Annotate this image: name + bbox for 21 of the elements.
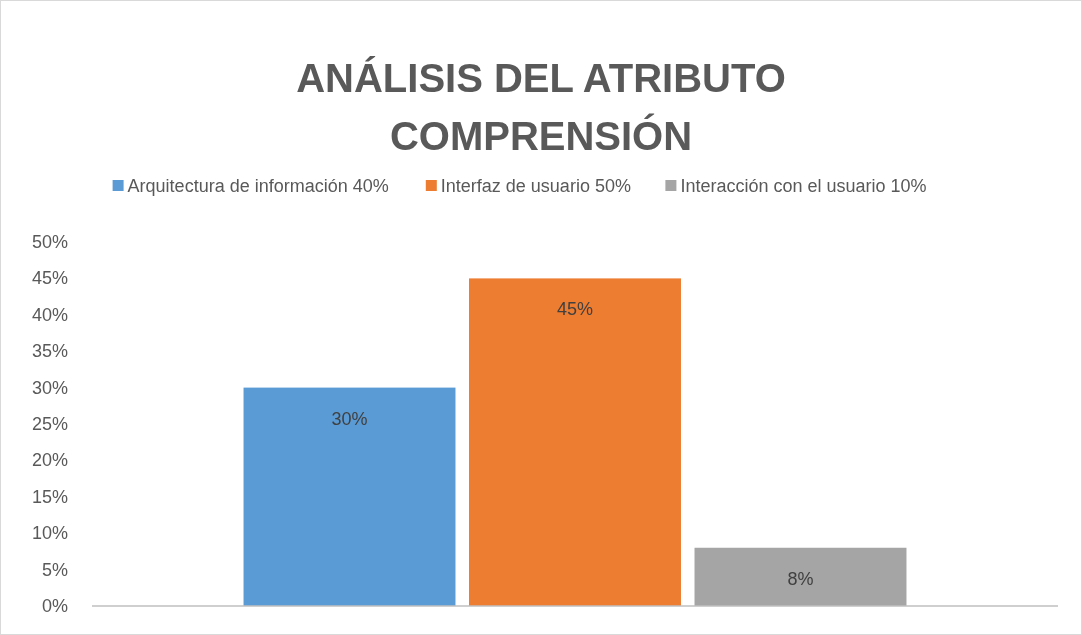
data-label: 8%: [787, 568, 814, 589]
y-tick-label: 35%: [31, 341, 68, 362]
y-tick-label: 40%: [31, 304, 68, 325]
legend-label: Arquitectura de información 40%: [127, 176, 389, 196]
y-tick-label: 5%: [41, 559, 68, 580]
y-tick-label: 20%: [31, 450, 68, 471]
y-tick-label: 0%: [41, 596, 68, 616]
y-tick-label: 30%: [31, 377, 68, 398]
data-label: 45%: [556, 299, 594, 320]
bar: [243, 387, 456, 606]
bar: [469, 278, 681, 606]
y-tick-label: 10%: [31, 523, 68, 544]
y-tick-label: 45%: [31, 268, 68, 289]
bar: [694, 547, 907, 606]
y-tick-label: 15%: [31, 486, 68, 507]
data-label: 30%: [331, 408, 368, 429]
y-tick-label: 25%: [31, 414, 68, 434]
y-tick-label: 50%: [31, 232, 68, 252]
legend-label: Interacción con el usuario 10%: [680, 176, 927, 196]
chart-title: ANÁLISIS DEL ATRIBUTO COMPRENSIÓN: [296, 56, 786, 158]
legend-label: Interfaz de usuario 50%: [440, 176, 631, 196]
